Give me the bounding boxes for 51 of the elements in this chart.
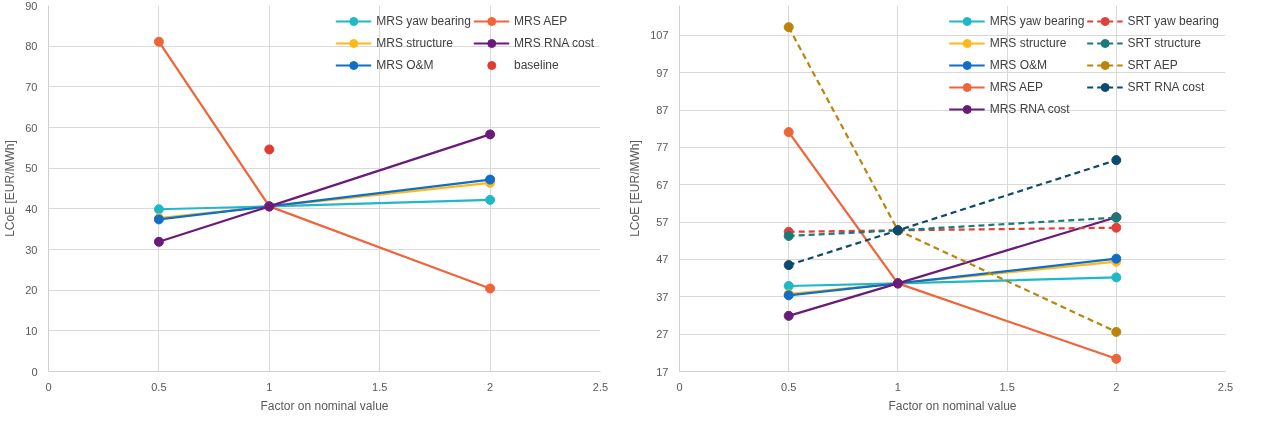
legend-label: SRT AEP <box>1127 58 1178 72</box>
x-tick-label: 2.5 <box>592 380 609 393</box>
x-axis-title: Factor on nominal value <box>260 398 389 413</box>
y-tick-label: 17 <box>656 365 669 378</box>
legend-label: SRT structure <box>1127 36 1201 50</box>
y-tick-label: 107 <box>650 29 669 42</box>
x-tick-label: 2 <box>487 380 494 393</box>
x-tick-label: 1.5 <box>372 380 388 393</box>
y-tick-label: 67 <box>656 178 669 191</box>
y-tick-label: 37 <box>656 290 669 303</box>
x-axis-title: Factor on nominal value <box>888 398 1017 413</box>
x-tick-label: 1.5 <box>999 380 1015 393</box>
y-tick-label: 47 <box>656 253 669 266</box>
x-tick-label: 0.5 <box>151 380 167 393</box>
y-tick-label: 60 <box>25 121 38 134</box>
legend-label: MRS yaw bearing <box>376 14 471 28</box>
legend-label: MRS structure <box>376 36 453 50</box>
legend-label: MRS yaw bearing <box>989 14 1085 28</box>
y-tick-label: 30 <box>25 243 38 256</box>
y-axis-title: LCoE [EUR/MWh] <box>628 140 643 237</box>
legend-label: MRS RNA cost <box>989 102 1070 116</box>
y-tick-label: 50 <box>25 162 38 175</box>
y-tick-label: 97 <box>656 66 669 79</box>
legend-label: MRS RNA cost <box>513 36 594 50</box>
y-axis-title: LCoE [EUR/MWh] <box>3 140 18 237</box>
y-tick-label: 27 <box>656 328 669 341</box>
legend-label: MRS AEP <box>989 80 1044 94</box>
legend-label: SRT yaw bearing <box>1127 14 1219 28</box>
x-tick-label: 2.5 <box>1217 380 1234 393</box>
x-tick-label: 0 <box>45 380 52 393</box>
x-tick-label: 0.5 <box>781 380 797 393</box>
x-tick-label: 1 <box>266 380 273 393</box>
x-tick-label: 1 <box>894 380 901 393</box>
y-tick-label: 0 <box>31 365 38 378</box>
y-tick-label: 77 <box>656 141 669 154</box>
x-tick-label: 2 <box>1113 380 1120 393</box>
y-tick-label: 57 <box>656 216 669 229</box>
legend-label: MRS structure <box>989 36 1067 50</box>
legend-label: baseline <box>513 58 559 72</box>
legend-label: MRS O&M <box>989 58 1048 72</box>
y-tick-label: 40 <box>25 202 38 215</box>
y-tick-label: 70 <box>25 80 38 93</box>
legend-label: MRS O&M <box>376 58 434 72</box>
y-tick-label: 87 <box>656 104 669 117</box>
legend-label: MRS AEP <box>513 14 568 28</box>
legend-label: SRT RNA cost <box>1127 80 1205 94</box>
y-tick-label: 10 <box>25 324 38 337</box>
y-tick-label: 80 <box>25 40 38 53</box>
y-tick-label: 90 <box>25 0 38 12</box>
y-tick-label: 20 <box>25 284 38 297</box>
x-tick-label: 0 <box>676 380 683 393</box>
